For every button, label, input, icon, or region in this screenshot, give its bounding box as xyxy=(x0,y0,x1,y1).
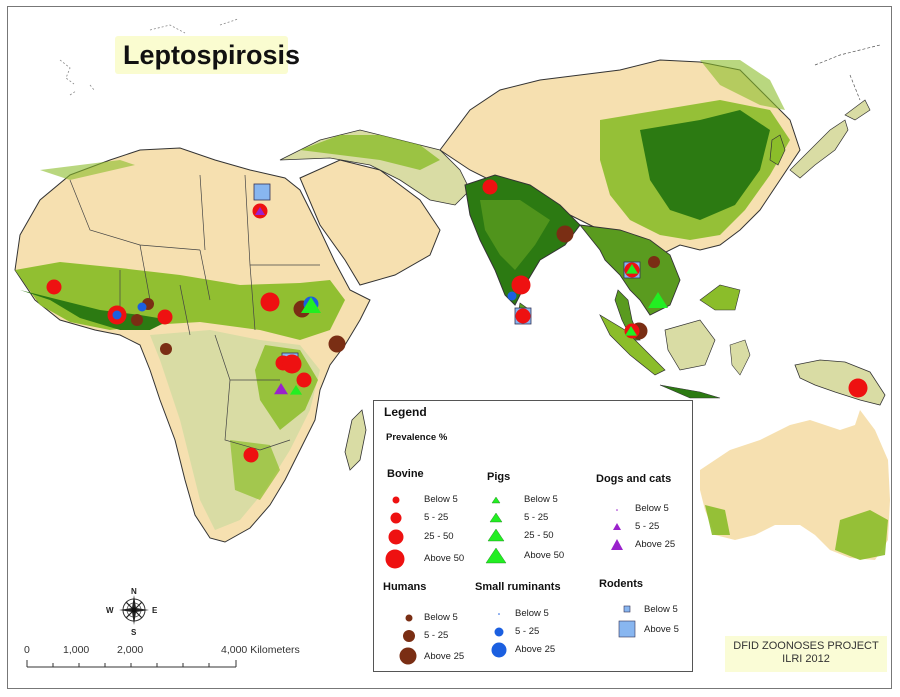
dogs-cats-below5-symbol xyxy=(616,509,618,511)
bovine-5-25-symbol xyxy=(390,512,402,524)
bovine-marker xyxy=(243,447,259,463)
small-ruminants-marker xyxy=(507,291,517,301)
humans-above25-symbol xyxy=(399,647,417,665)
bovine-marker xyxy=(46,279,62,295)
compass-south-label: S xyxy=(131,628,137,637)
legend-bovine-above50: Above 50 xyxy=(424,553,465,564)
new-guinea xyxy=(794,359,886,406)
pigs-below5-symbol xyxy=(491,496,501,504)
compass-east-label: E xyxy=(152,606,158,615)
legend-pigs-25-50: 25 - 50 xyxy=(524,530,554,541)
legend-subtitle: Prevalence % xyxy=(386,432,448,443)
legend-symbols xyxy=(385,496,636,665)
bovine-marker xyxy=(157,309,173,325)
bovine-marker xyxy=(260,292,280,312)
legend-dogs-cats-5-25: 5 - 25 xyxy=(635,521,660,532)
basemap xyxy=(14,18,890,560)
rodents-below5-symbol xyxy=(623,605,631,613)
dogs-cats-5-25-symbol xyxy=(613,523,621,530)
arabian-peninsula xyxy=(299,159,441,286)
small-ruminants-below5-symbol xyxy=(498,613,500,615)
bovine-marker xyxy=(282,354,302,374)
compass-west-label: W xyxy=(106,606,114,615)
pigs-5-25-symbol xyxy=(489,512,503,523)
legend-rodents-below5: Below 5 xyxy=(644,604,678,615)
compass-north-label: N xyxy=(131,587,137,596)
legend-humans-above25: Above 25 xyxy=(424,651,465,662)
pigs-marker xyxy=(290,385,302,395)
humans-marker xyxy=(648,256,660,268)
legend-bovine-25-50: 25 - 50 xyxy=(424,531,454,542)
small-ruminants-marker xyxy=(137,302,147,312)
madagascar xyxy=(344,409,367,471)
legend-bovine-below5: Below 5 xyxy=(424,494,458,505)
compass-rose-icon xyxy=(119,595,149,625)
humans-marker xyxy=(556,225,574,243)
dogs-cats-above25-symbol xyxy=(611,539,623,550)
bovine-marker xyxy=(296,372,312,388)
legend-pigs-title: Pigs xyxy=(487,471,511,483)
legend-small-ruminants-above25: Above 25 xyxy=(515,644,556,655)
credit-box: DFID ZOONOSES PROJECT ILRI 2012 xyxy=(725,636,887,672)
legend-panel: Legend Prevalence % Bovine Below 5 5 - 2… xyxy=(373,400,693,672)
bovine-marker xyxy=(848,378,868,398)
credit-line-2: ILRI 2012 xyxy=(782,653,830,665)
rodents-above5-symbol xyxy=(618,620,636,638)
small-ruminants-5-25-symbol xyxy=(494,627,504,637)
humans-marker xyxy=(328,335,346,353)
legend-pigs-5-25: 5 - 25 xyxy=(524,512,549,523)
map-title-box: Leptospirosis xyxy=(115,36,300,74)
humans-5-25-symbol xyxy=(403,630,415,642)
bovine-marker xyxy=(511,275,531,295)
legend-small-ruminants-5-25: 5 - 25 xyxy=(515,626,540,637)
credit-line-1: DFID ZOONOSES PROJECT xyxy=(733,640,879,652)
map-title: Leptospirosis xyxy=(123,40,301,70)
legend-humans-5-25: 5 - 25 xyxy=(424,630,449,641)
pigs-marker xyxy=(648,292,668,308)
scale-label-0: 0 xyxy=(24,644,30,656)
pigs-marker xyxy=(625,326,637,336)
scale-label-1000: 1,000 xyxy=(63,644,90,656)
pigs-25-50-symbol xyxy=(487,528,505,542)
dogs-cats-marker xyxy=(255,207,265,215)
legend-bovine-5-25: 5 - 25 xyxy=(424,512,449,523)
humans-marker xyxy=(160,343,172,355)
small-ruminants-marker xyxy=(112,310,122,320)
humans-marker xyxy=(131,314,143,326)
legend-dogs-cats-above25: Above 25 xyxy=(635,539,676,550)
legend-dogs-cats-below5: Below 5 xyxy=(635,503,669,514)
legend-pigs-below5: Below 5 xyxy=(524,494,558,505)
legend-dogs-cats-title: Dogs and cats xyxy=(596,473,672,485)
legend-rodents-above5: Above 5 xyxy=(644,624,679,635)
legend-title: Legend xyxy=(384,405,427,419)
humans-below5-symbol xyxy=(405,614,413,622)
bovine-marker xyxy=(515,308,531,324)
scale-label-4000: 4,000 Kilometers xyxy=(221,644,300,656)
rodents-marker xyxy=(253,183,271,201)
dogs-cats-marker xyxy=(274,383,288,395)
legend-humans-below5: Below 5 xyxy=(424,612,458,623)
legend-bovine-title: Bovine xyxy=(387,468,424,480)
prevalence-markers xyxy=(46,179,868,463)
bovine-marker xyxy=(482,179,498,195)
legend-small-ruminants-below5: Below 5 xyxy=(515,608,549,619)
small-ruminants-above25-symbol xyxy=(491,642,507,658)
pigs-marker xyxy=(301,297,321,313)
bovine-25-50-symbol xyxy=(388,529,404,545)
pigs-marker xyxy=(626,264,638,274)
legend-small-ruminants-title: Small ruminants xyxy=(475,581,561,593)
legend-rodents-title: Rodents xyxy=(599,578,643,590)
legend-humans-title: Humans xyxy=(383,581,427,593)
scale-bar xyxy=(26,660,237,668)
scale-label-2000: 2,000 xyxy=(117,644,144,656)
legend-pigs-above50: Above 50 xyxy=(524,550,565,561)
bovine-below5-symbol xyxy=(392,496,400,504)
pigs-above50-symbol xyxy=(485,547,507,564)
bovine-above50-symbol xyxy=(385,549,405,569)
